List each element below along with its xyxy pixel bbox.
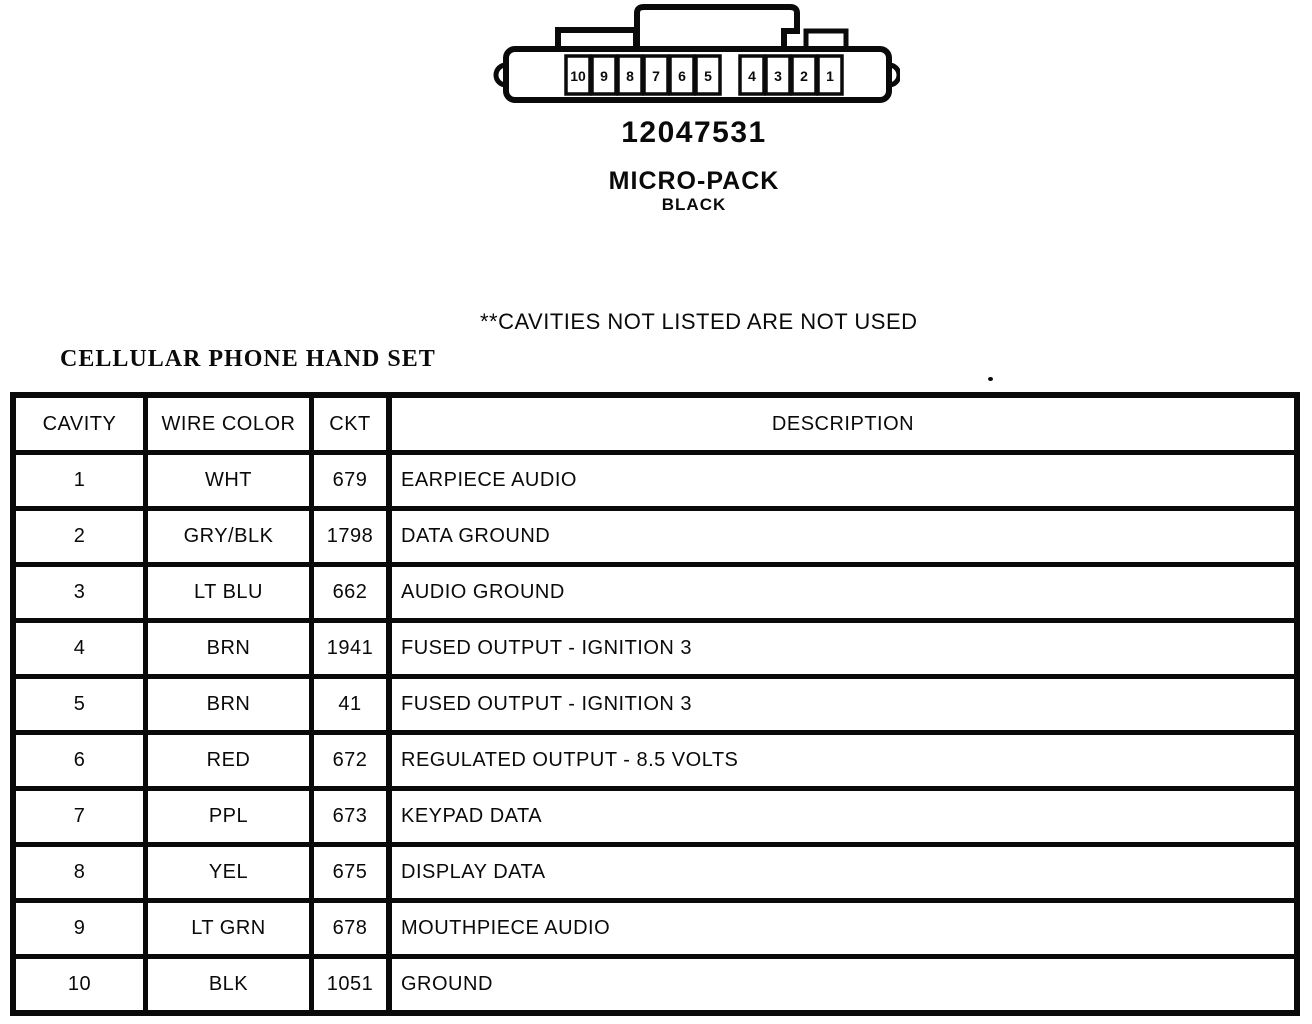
cavity-cell: 10 (67, 973, 92, 995)
cavity-cell: 6 (73, 749, 86, 771)
description-cell: REGULATED OUTPUT - 8.5 VOLTS (386, 735, 1294, 786)
table-row: 1 WHT 679 EARPIECE AUDIO (16, 450, 1294, 506)
scan-artifact-dot (988, 377, 993, 381)
cavity-cell: 1 (73, 469, 86, 491)
ckt-cell: 675 (309, 847, 386, 898)
pin-cavity-9 (590, 54, 618, 96)
pin-cavity-3 (764, 54, 792, 96)
wire-color-cell: LT BLU (143, 567, 309, 618)
ckt-cell: 678 (309, 903, 386, 954)
table-row: 7 PPL 673 KEYPAD DATA (16, 786, 1294, 842)
connector-diagram: 10 9 8 7 6 5 4 3 2 1 (493, 4, 900, 103)
pin-number-10: 10 (570, 68, 586, 84)
table-row: 4 BRN 1941 FUSED OUTPUT - IGNITION 3 (16, 618, 1294, 674)
section-title: CELLULAR PHONE HAND SET (60, 346, 436, 372)
description-cell: AUDIO GROUND (386, 567, 1294, 618)
ckt-cell: 1051 (309, 959, 386, 1010)
pin-number-4: 4 (748, 68, 756, 84)
pin-cavity-7 (642, 54, 670, 96)
wire-color-cell: BLK (143, 959, 309, 1010)
wire-color-cell: RED (143, 735, 309, 786)
pin-number-6: 6 (678, 68, 686, 84)
table-header-row: CAVITY WIRE COLOR CKT DESCRIPTION (16, 398, 1294, 450)
ckt-cell: 1798 (309, 511, 386, 562)
wire-color-cell: GRY/BLK (143, 511, 309, 562)
wire-color-cell: YEL (143, 847, 309, 898)
description-cell: FUSED OUTPUT - IGNITION 3 (386, 679, 1294, 730)
ckt-cell: 673 (309, 791, 386, 842)
pin-number-1: 1 (826, 68, 834, 84)
table-row: 6 RED 672 REGULATED OUTPUT - 8.5 VOLTS (16, 730, 1294, 786)
cavity-cell: 7 (73, 805, 86, 827)
connector-top-lock-tab (634, 4, 800, 57)
wire-color-cell: BRN (143, 623, 309, 674)
ckt-cell: 41 (309, 679, 386, 730)
description-cell: FUSED OUTPUT - IGNITION 3 (386, 623, 1294, 674)
ckt-cell: 1941 (309, 623, 386, 674)
description-cell: DISPLAY DATA (386, 847, 1294, 898)
pin-number-5: 5 (704, 68, 712, 84)
table-row: 2 GRY/BLK 1798 DATA GROUND (16, 506, 1294, 562)
ckt-cell: 672 (309, 735, 386, 786)
pin-cavity-2 (790, 54, 818, 96)
table-row: 3 LT BLU 662 AUDIO GROUND (16, 562, 1294, 618)
part-number: 12047531 (621, 116, 767, 149)
pin-cavity-8 (616, 54, 644, 96)
table-row: 10 BLK 1051 GROUND (16, 954, 1294, 1010)
cavities-note: **CAVITIES NOT LISTED ARE NOT USED (480, 309, 918, 334)
connector-type-label: MICRO-PACK (608, 167, 780, 195)
pin-number-3: 3 (774, 68, 782, 84)
description-cell: KEYPAD DATA (386, 791, 1294, 842)
pinout-table: CAVITY WIRE COLOR CKT DESCRIPTION 1 WHT … (10, 392, 1300, 1016)
cavity-cell: 3 (73, 581, 86, 603)
pin-cavity-1 (816, 54, 844, 96)
pin-number-9: 9 (600, 68, 608, 84)
ckt-cell: 679 (309, 455, 386, 506)
table-row: 5 BRN 41 FUSED OUTPUT - IGNITION 3 (16, 674, 1294, 730)
pin-number-2: 2 (800, 68, 808, 84)
header-description: DESCRIPTION (386, 398, 1294, 450)
table-row: 9 LT GRN 678 MOUTHPIECE AUDIO (16, 898, 1294, 954)
pin-cavity-6 (668, 54, 696, 96)
cavity-cell: 5 (73, 693, 86, 715)
ckt-cell: 662 (309, 567, 386, 618)
pin-cavity-5 (694, 54, 722, 96)
pin-cavity-10 (564, 54, 592, 96)
connector-color-label: BLACK (661, 195, 727, 214)
pin-cavity-4 (738, 54, 766, 96)
cavity-cell: 8 (73, 861, 86, 883)
wire-color-cell: PPL (143, 791, 309, 842)
description-cell: EARPIECE AUDIO (386, 455, 1294, 506)
description-cell: MOUTHPIECE AUDIO (386, 903, 1294, 954)
connector-pin-row: 10 9 8 7 6 5 4 3 2 1 (564, 54, 844, 96)
description-cell: GROUND (386, 959, 1294, 1010)
pin-number-7: 7 (652, 68, 660, 84)
pin-number-8: 8 (626, 68, 634, 84)
cavity-cell: 9 (73, 917, 86, 939)
cavity-cell: 2 (73, 525, 86, 547)
table-row: 8 YEL 675 DISPLAY DATA (16, 842, 1294, 898)
wire-color-cell: LT GRN (143, 903, 309, 954)
description-cell: DATA GROUND (386, 511, 1294, 562)
header-wire-color: WIRE COLOR (143, 398, 309, 450)
wire-color-cell: WHT (143, 455, 309, 506)
wire-color-cell: BRN (143, 679, 309, 730)
header-ckt: CKT (309, 398, 386, 450)
cavity-cell: 4 (73, 637, 86, 659)
header-cavity: CAVITY (42, 412, 117, 435)
